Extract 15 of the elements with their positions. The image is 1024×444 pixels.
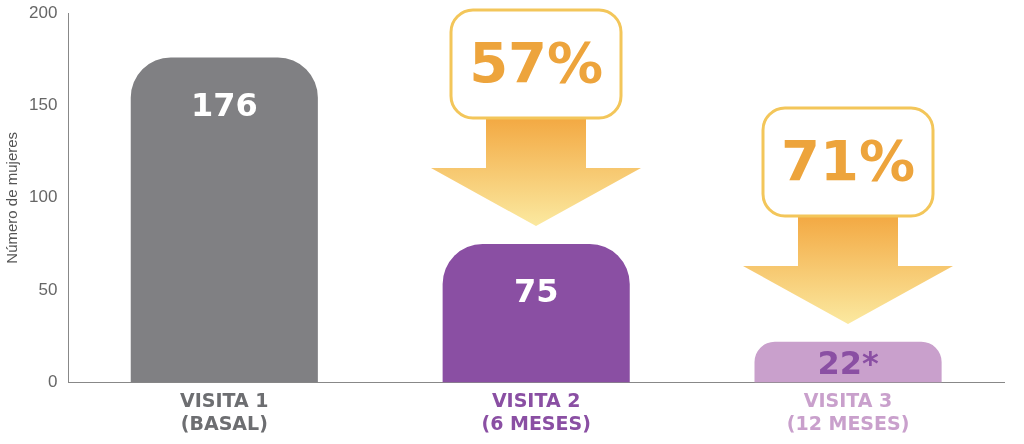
data-label: 75: [513, 272, 559, 311]
data-label: 176: [190, 85, 258, 124]
data-label: 22*: [817, 344, 879, 383]
x-tick-label: VISITA 2 (6 MESES): [481, 388, 591, 434]
x-tick-label: VISITA 1 (BASAL): [180, 388, 269, 434]
y-tick-label: 150: [28, 95, 58, 115]
annotation: 71%: [780, 127, 917, 194]
bar: [442, 243, 630, 383]
y-tick-label: 0: [47, 372, 58, 392]
y-tick-label: 50: [38, 279, 58, 299]
annotation: 57%: [468, 29, 605, 96]
y-tick-label: 200: [28, 2, 58, 22]
y-tick-label: 100: [28, 187, 58, 207]
y-axis-title: Número de mujeres: [3, 131, 21, 264]
x-tick-label: VISITA 3 (12 MESES): [786, 388, 910, 434]
